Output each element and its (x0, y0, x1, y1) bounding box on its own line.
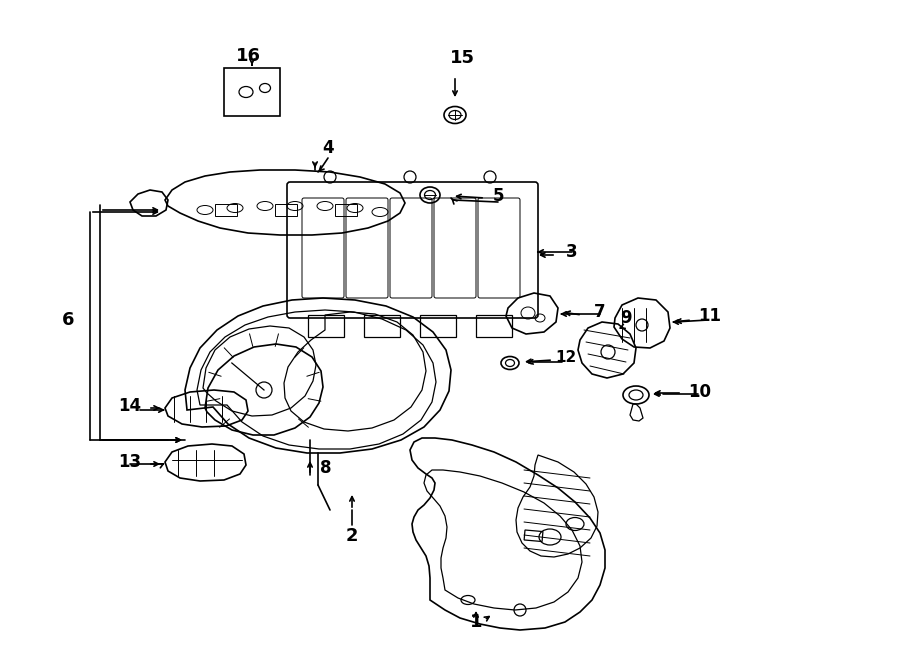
Text: 1: 1 (470, 613, 482, 631)
Bar (224, 68, 280, 116)
Text: 16: 16 (236, 47, 260, 65)
Text: 6: 6 (62, 311, 74, 329)
Text: 8: 8 (320, 459, 332, 477)
Bar (275, 204, 297, 216)
Bar (364, 315, 400, 337)
Text: 15: 15 (449, 49, 474, 67)
Bar (420, 315, 456, 337)
Text: 14: 14 (119, 397, 141, 415)
Text: 11: 11 (698, 307, 722, 325)
Text: 9: 9 (620, 309, 632, 327)
Bar (308, 315, 344, 337)
Text: 7: 7 (594, 303, 606, 321)
Bar (524, 530, 543, 541)
Text: 3: 3 (566, 243, 578, 261)
Text: 12: 12 (555, 350, 577, 366)
Text: 4: 4 (322, 139, 334, 157)
Bar (335, 204, 357, 216)
Text: 5: 5 (492, 187, 504, 205)
Text: 10: 10 (688, 383, 712, 401)
Text: 2: 2 (346, 527, 358, 545)
Text: 13: 13 (119, 453, 141, 471)
Bar (215, 204, 237, 216)
Bar (476, 315, 512, 337)
